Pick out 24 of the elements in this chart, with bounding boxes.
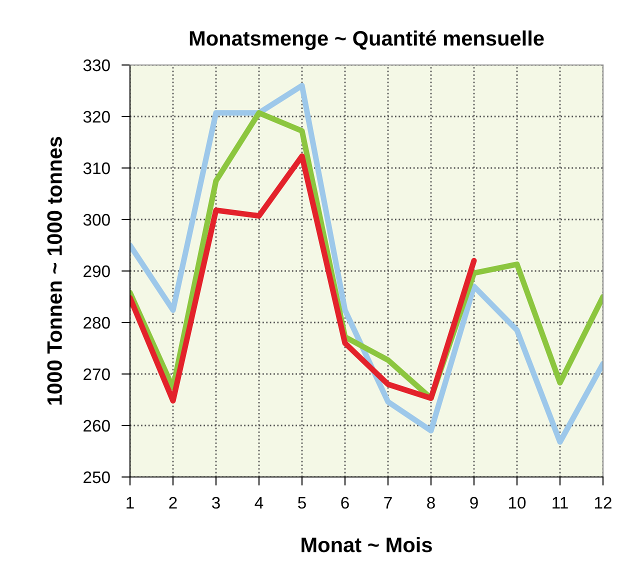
y-tick-label: 320 [83,110,110,123]
y-tick-label: 310 [83,162,110,174]
y-tick-label: 330 [83,59,110,72]
x-tick-label: 3 [212,496,220,509]
x-tick-label: 6 [341,496,349,509]
x-tick-label: 7 [384,497,392,509]
y-tick-label: 290 [84,265,110,278]
x-tick-label: 11 [552,497,568,509]
y-tick-label: 270 [84,368,110,380]
x-axis-title: Monat ~ Mois [302,536,432,552]
x-tick-label: 4 [254,497,264,509]
x-tick-label: 5 [298,497,306,509]
y-tick-label: 250 [84,471,110,484]
y-tick-label: 300 [83,214,110,226]
x-tick-label: 10 [509,496,526,509]
y-axis-title: 1000 Tonnen ~ 1000 tonnes [47,136,62,405]
x-tick-label: 9 [470,496,478,509]
y-tick-label: 280 [84,316,110,329]
x-tick-label: 1 [126,497,134,509]
y-tick-label: 260 [84,420,110,432]
chart-title: Monatsmenge ~ Quantité mensuelle [190,30,544,50]
x-tick-label: 2 [169,496,177,509]
x-tick-label: 12 [595,496,612,509]
x-tick-label: 8 [427,496,435,509]
